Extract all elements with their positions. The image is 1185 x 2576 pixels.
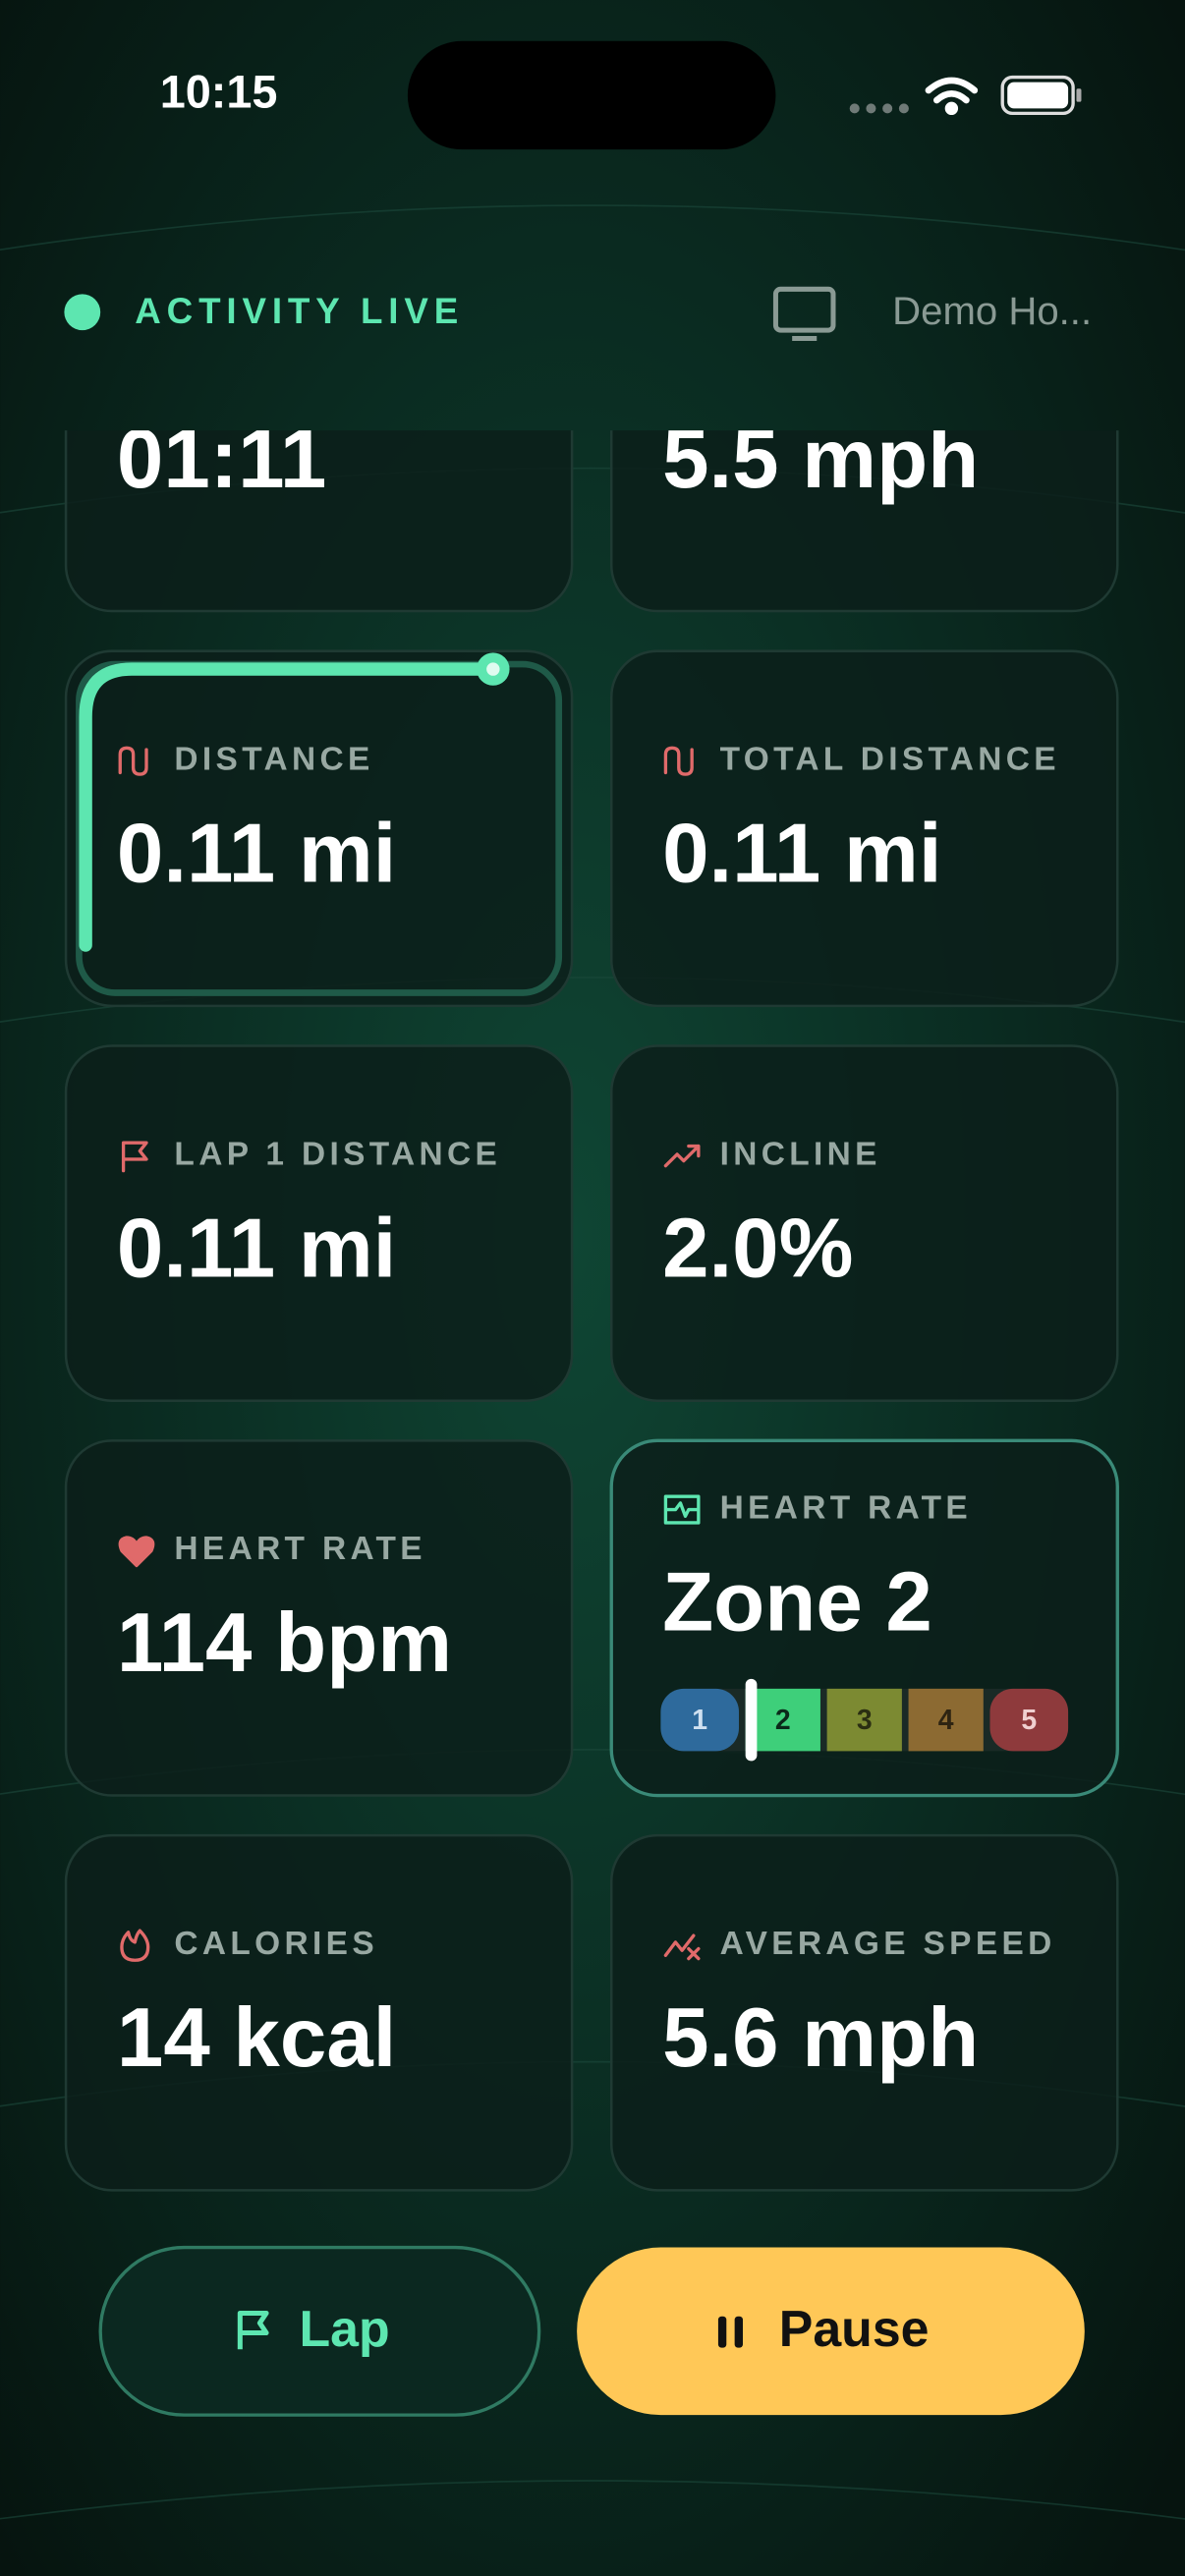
zone-segment — [908, 1688, 984, 1752]
tile-progress-knob-center — [486, 662, 500, 676]
tile-value: 0.11 mi — [117, 1202, 396, 1295]
dynamic-island — [407, 40, 776, 150]
tile-label: TOTAL DISTANCE — [720, 742, 1060, 778]
metric-tile: 01:11 — [64, 413, 574, 613]
status-time: 10:15 — [160, 66, 278, 117]
tile-value: 01:11 — [117, 413, 326, 506]
pause-label[interactable]: Pause — [779, 2300, 930, 2357]
tile-icon — [121, 1141, 148, 1173]
metric-tile: AVERAGE SPEED 5.6 mph — [609, 1833, 1119, 2192]
tile-bg — [64, 1833, 574, 2192]
tile-label: INCLINE — [720, 1136, 881, 1172]
zone-label: 4 — [938, 1705, 954, 1736]
pause-icon — [717, 2316, 727, 2348]
tile-icon — [120, 1929, 150, 1962]
tile-bg — [609, 649, 1119, 1008]
zone-segment — [989, 1688, 1069, 1752]
tile-value: Zone 2 — [662, 1555, 932, 1649]
tile-icon — [663, 1144, 701, 1168]
tile-label: HEART RATE — [720, 1489, 972, 1526]
tile-icon — [663, 746, 694, 776]
zone-segment — [745, 1688, 820, 1752]
tile-value: 2.0% — [662, 1202, 853, 1295]
tile-bg — [64, 430, 574, 613]
metric-tile: TOTAL DISTANCE 0.11 mi — [609, 649, 1119, 1008]
tile-icon — [663, 1494, 701, 1525]
tile-bg — [64, 649, 574, 1008]
tile-label: AVERAGE SPEED — [720, 1926, 1056, 1962]
tile-value: 14 kcal — [117, 1991, 396, 2085]
lap-label[interactable]: Lap — [300, 2300, 390, 2357]
zone-indicator — [745, 1678, 758, 1762]
tile-bg — [609, 1833, 1119, 2192]
pause-button[interactable]: Pause — [577, 2247, 1085, 2416]
tile-value: 114 bpm — [117, 1596, 452, 1690]
zone-label: 3 — [857, 1705, 873, 1736]
tile-icon — [118, 746, 148, 776]
metric-tile: HEART RATE Zone 2 1 2 3 4 5 — [609, 1438, 1119, 1798]
metric-tile: HEART RATE 114 bpm — [64, 1439, 574, 1797]
tile-bg — [609, 430, 1119, 613]
tile-bg — [64, 1044, 574, 1402]
wifi-icon — [925, 77, 979, 116]
tile-icon — [663, 1933, 701, 1961]
tile-label: CALORIES — [174, 1926, 378, 1962]
monitor-icon[interactable] — [772, 286, 836, 341]
pause-icon — [734, 2316, 744, 2348]
metric-tile: 5.5 mph — [609, 413, 1119, 613]
zone-segment — [660, 1688, 739, 1752]
tile-icon — [118, 1536, 155, 1568]
tile-label: DISTANCE — [174, 742, 373, 778]
tile-value: 5.5 mph — [662, 413, 979, 506]
metric-tile: DISTANCE 0.11 mi — [64, 649, 574, 1008]
battery-icon — [1000, 75, 1082, 116]
lap-button-bg[interactable] — [98, 2245, 541, 2417]
zone-label: 5 — [1021, 1705, 1037, 1736]
tile-label: HEART RATE — [174, 1531, 425, 1567]
zone-label: 1 — [692, 1705, 707, 1736]
tile-label: LAP 1 DISTANCE — [174, 1136, 501, 1172]
tile-progress — [79, 662, 500, 952]
zone-label: 2 — [775, 1705, 791, 1736]
tile-value: 5.6 mph — [662, 1991, 979, 2085]
zone-segment — [826, 1688, 902, 1752]
signal-icon — [849, 103, 909, 114]
header-status: ACTIVITY LIVE — [135, 291, 464, 331]
pause-button-bg[interactable] — [577, 2247, 1085, 2416]
tile-value: 0.11 mi — [662, 808, 941, 901]
tile-value: 0.11 mi — [117, 808, 396, 901]
live-dot — [64, 294, 101, 331]
device-name[interactable]: Demo Ho... — [892, 289, 1092, 333]
metric-tile: CALORIES 14 kcal — [64, 1833, 574, 2192]
tile-bg — [64, 1439, 574, 1797]
flag-icon — [237, 2310, 269, 2350]
metric-tile: INCLINE 2.0% — [609, 1044, 1119, 1402]
tile-bg — [609, 1044, 1119, 1402]
metric-tile: LAP 1 DISTANCE 0.11 mi — [64, 1044, 574, 1402]
lap-button[interactable]: Lap — [98, 2245, 541, 2417]
